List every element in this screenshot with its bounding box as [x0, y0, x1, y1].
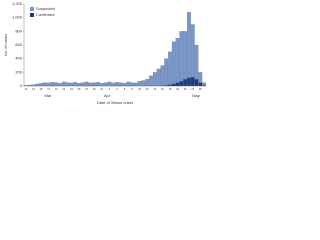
bar: [50, 82, 55, 87]
x-tick-label: 21: [62, 87, 65, 91]
bar: [103, 82, 108, 87]
bar: [183, 31, 188, 80]
legend-label: Suspected: [36, 6, 55, 11]
x-tick-label: 14: [153, 87, 156, 91]
bar: [107, 81, 112, 87]
legend-swatch: [30, 13, 34, 17]
bar: [73, 82, 78, 87]
bar: [31, 84, 36, 87]
bar: [194, 44, 199, 80]
bar: [99, 83, 104, 87]
bar: [194, 79, 199, 87]
x-tick-label: 24: [191, 87, 194, 91]
y-tick-label: 800: [15, 28, 22, 33]
bar: [198, 82, 203, 87]
bar: [179, 31, 184, 82]
bar: [111, 82, 115, 87]
month-label: Apr: [104, 93, 111, 98]
bar: [187, 12, 191, 78]
bar: [141, 80, 146, 87]
legend-swatch: [30, 7, 34, 11]
chart: No. of cases Date of illness onset Mar A…: [3, 1, 206, 105]
bar: [164, 58, 169, 86]
bar: [65, 82, 70, 87]
bar: [152, 72, 157, 87]
y-tick-label: 1,000: [12, 15, 23, 20]
x-tick-label: 19: [55, 87, 58, 91]
bar: [122, 83, 127, 87]
bar: [149, 75, 153, 87]
bar: [202, 82, 206, 86]
bar: [137, 81, 142, 87]
x-tick-label: 26: [199, 87, 202, 91]
bar: [168, 84, 172, 87]
x-tick-label: 8: [131, 87, 133, 91]
x-tick-label: 18: [169, 87, 172, 91]
month-label: May: [192, 93, 200, 98]
x-tick-label: 13: [32, 87, 35, 91]
bar: [187, 77, 191, 87]
bar: [133, 82, 138, 87]
x-tick-label: 23: [70, 87, 73, 91]
bar: [198, 72, 203, 83]
x-tick-label: 27: [85, 87, 88, 91]
bar: [171, 83, 176, 87]
bar: [39, 83, 43, 87]
x-tick-label: 2: [109, 87, 111, 91]
bar: [175, 38, 180, 83]
x-tick-label: 29: [93, 87, 96, 91]
y-tick-label: 1,200: [12, 1, 23, 6]
x-tick-label: 20: [176, 87, 179, 91]
bar: [92, 82, 97, 87]
bar: [115, 82, 119, 87]
bar: [156, 68, 161, 87]
bar: [145, 79, 150, 87]
y-tick-label: 400: [15, 56, 22, 61]
bar: [126, 81, 131, 87]
y-tick-label: 0: [20, 83, 23, 88]
bar: [96, 82, 100, 87]
x-tick-label: 25: [78, 87, 81, 91]
bar: [160, 65, 165, 86]
y-tick-label: 600: [15, 42, 22, 47]
x-tick-label: 17: [47, 87, 50, 91]
bar: [80, 82, 85, 87]
bar: [183, 79, 188, 87]
bar: [179, 81, 184, 87]
bar: [190, 24, 195, 78]
x-tick-label: 10: [138, 87, 141, 91]
legend-label: Confirmed: [36, 12, 54, 17]
y-axis-label: No. of cases: [3, 34, 8, 56]
x-tick-label: 22: [184, 87, 187, 91]
x-tick-label: 15: [40, 87, 43, 91]
bar: [118, 82, 123, 87]
x-axis-label: Date of illness onset: [97, 100, 134, 105]
bar: [168, 51, 172, 85]
bar: [61, 81, 66, 87]
x-tick-label: 16: [161, 87, 164, 91]
y-tick-label: 200: [15, 69, 22, 74]
bar: [35, 83, 40, 87]
bar: [69, 82, 74, 87]
bar: [130, 82, 134, 87]
x-tick-label: 12: [146, 87, 149, 91]
month-label: Mar: [45, 93, 53, 98]
x-tick-label: 6: [124, 87, 126, 91]
bar: [190, 77, 195, 87]
x-tick-label: 4: [116, 87, 118, 91]
bar: [54, 82, 59, 87]
bar: [46, 82, 51, 87]
bar: [84, 81, 89, 87]
x-tick-label: 31: [100, 87, 103, 91]
bar: [88, 82, 93, 87]
bar: [42, 82, 47, 87]
bar: [175, 82, 180, 87]
bar: [171, 41, 176, 85]
bar: [77, 83, 81, 87]
bar: [58, 83, 62, 87]
x-tick-label: 11: [25, 87, 28, 91]
